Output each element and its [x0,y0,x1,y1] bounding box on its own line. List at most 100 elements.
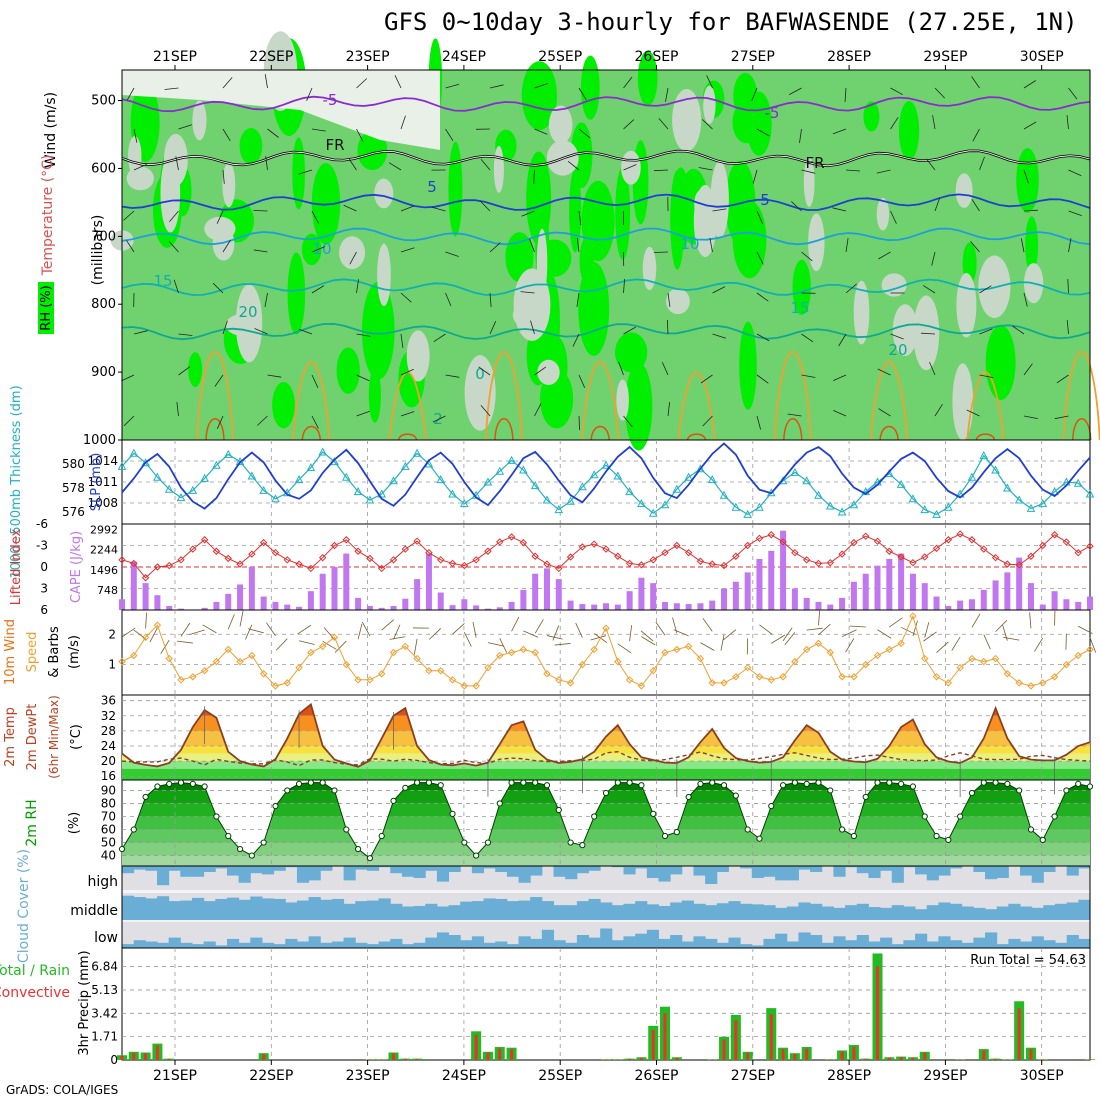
wind-barb [712,208,727,212]
cloud-bar-high [355,866,368,870]
wind-barb [971,76,980,89]
wind-barb [1078,625,1093,634]
wind-barb [267,128,279,138]
cape-bar [650,583,657,610]
wind-barb [176,640,193,644]
lifted-index-point [271,548,280,557]
wind-speed-point [307,648,315,657]
cloud-bar-middle [1031,907,1044,920]
cape-bar [178,608,185,610]
wind-barb [806,627,823,631]
wind-barb [222,239,231,253]
precip-conv-bar [628,1058,632,1060]
cloud-bar-middle [145,898,158,920]
cape-bar [142,583,149,610]
contour-label: 10 [312,240,331,258]
thickness-point [589,470,599,479]
thickness-point [825,501,835,510]
wind-speed-point [389,648,398,657]
precip-conv-bar [864,1058,868,1060]
cape-bar [909,573,916,610]
thickness-point [200,473,209,482]
rh-point [425,779,433,786]
cloud-bar-high [950,866,963,869]
wind-barb [723,629,737,641]
wind-barb [756,374,769,384]
thickness-point [247,471,257,480]
thickness-point [707,475,717,484]
thickness-axis-label: 1000~500mb Thickness (dm) [9,385,24,578]
cloud-bar-high [658,866,671,882]
precip-conv-bar [828,1059,832,1060]
wind-speed-point [732,673,740,681]
cloud-bar-middle [973,907,986,920]
precip-conv-bar [1088,1059,1092,1060]
rh-point [980,779,987,786]
wind-barb [297,624,312,635]
thickness-point [212,460,221,469]
cloud-bar-middle [926,905,939,920]
lifted-index-point [1062,538,1071,546]
cape-bar [555,579,562,610]
wind-speed-point [684,642,693,651]
rh-point [874,779,881,786]
precip-conv-bar [923,1052,927,1060]
cloud-bar-high [506,866,520,877]
cloud-bar-middle [985,909,998,920]
wind-barb [849,625,866,628]
cloud-bar-low [623,936,636,948]
rh-side-label: RH (%) [39,285,54,330]
wind-barb [667,402,670,417]
cloud-bar-middle [681,900,694,920]
wind-barb [951,636,961,651]
wind-barb [751,87,758,102]
cloud-bar-low [810,935,823,948]
temp-axis-label-1: 2m Temp [3,707,18,767]
cloud-bar-middle [880,907,893,920]
rh-dry-blob [536,228,548,296]
wind-barb [900,626,916,635]
wind-barb [799,128,802,143]
wind-barb [658,118,669,130]
cape-bar [1027,583,1034,610]
cape-bar [603,603,609,610]
lifted-index-point [413,537,421,545]
lifted-index-point [980,545,988,553]
rh-dry-blob [616,379,629,421]
rh-moist-blob [670,170,685,270]
lifted-index-point [472,556,480,564]
wind-barb [934,197,941,212]
cloud-bar-middle [541,901,555,920]
cloud-level-middle: middle [70,903,118,919]
rh-dry-blob [377,243,391,307]
cape-bar [886,558,893,610]
thickness-point [554,505,564,514]
wind-barb [1023,415,1038,419]
wind-speed-point [578,660,587,669]
wind-barb [971,613,981,628]
cloud-bar-low [273,944,286,948]
cape-bar [225,593,232,610]
wind-barb [478,366,491,376]
cloud-bar-middle [495,898,508,920]
contour-label: 20 [238,303,257,321]
cape-bar [1004,572,1011,610]
lifted-index-point [437,556,445,564]
wind-barb [702,119,713,130]
rh-point [685,793,692,801]
thickness-point [696,464,705,473]
wind-barb [878,408,891,417]
rh-point [284,787,291,794]
wind-barb [357,623,363,640]
rh-moist-blob [287,252,306,335]
rh-dry-blob [128,136,142,176]
rh-point [838,826,846,833]
cloud-bar-middle [856,903,869,920]
temp-band [122,753,1090,762]
thickness-point [495,466,505,475]
contour-label: 0 [475,365,485,383]
thickness-point [648,508,658,517]
cloud-bar-low [681,941,694,948]
precip-conv-bar [663,1013,667,1060]
wind-barb [489,242,501,253]
